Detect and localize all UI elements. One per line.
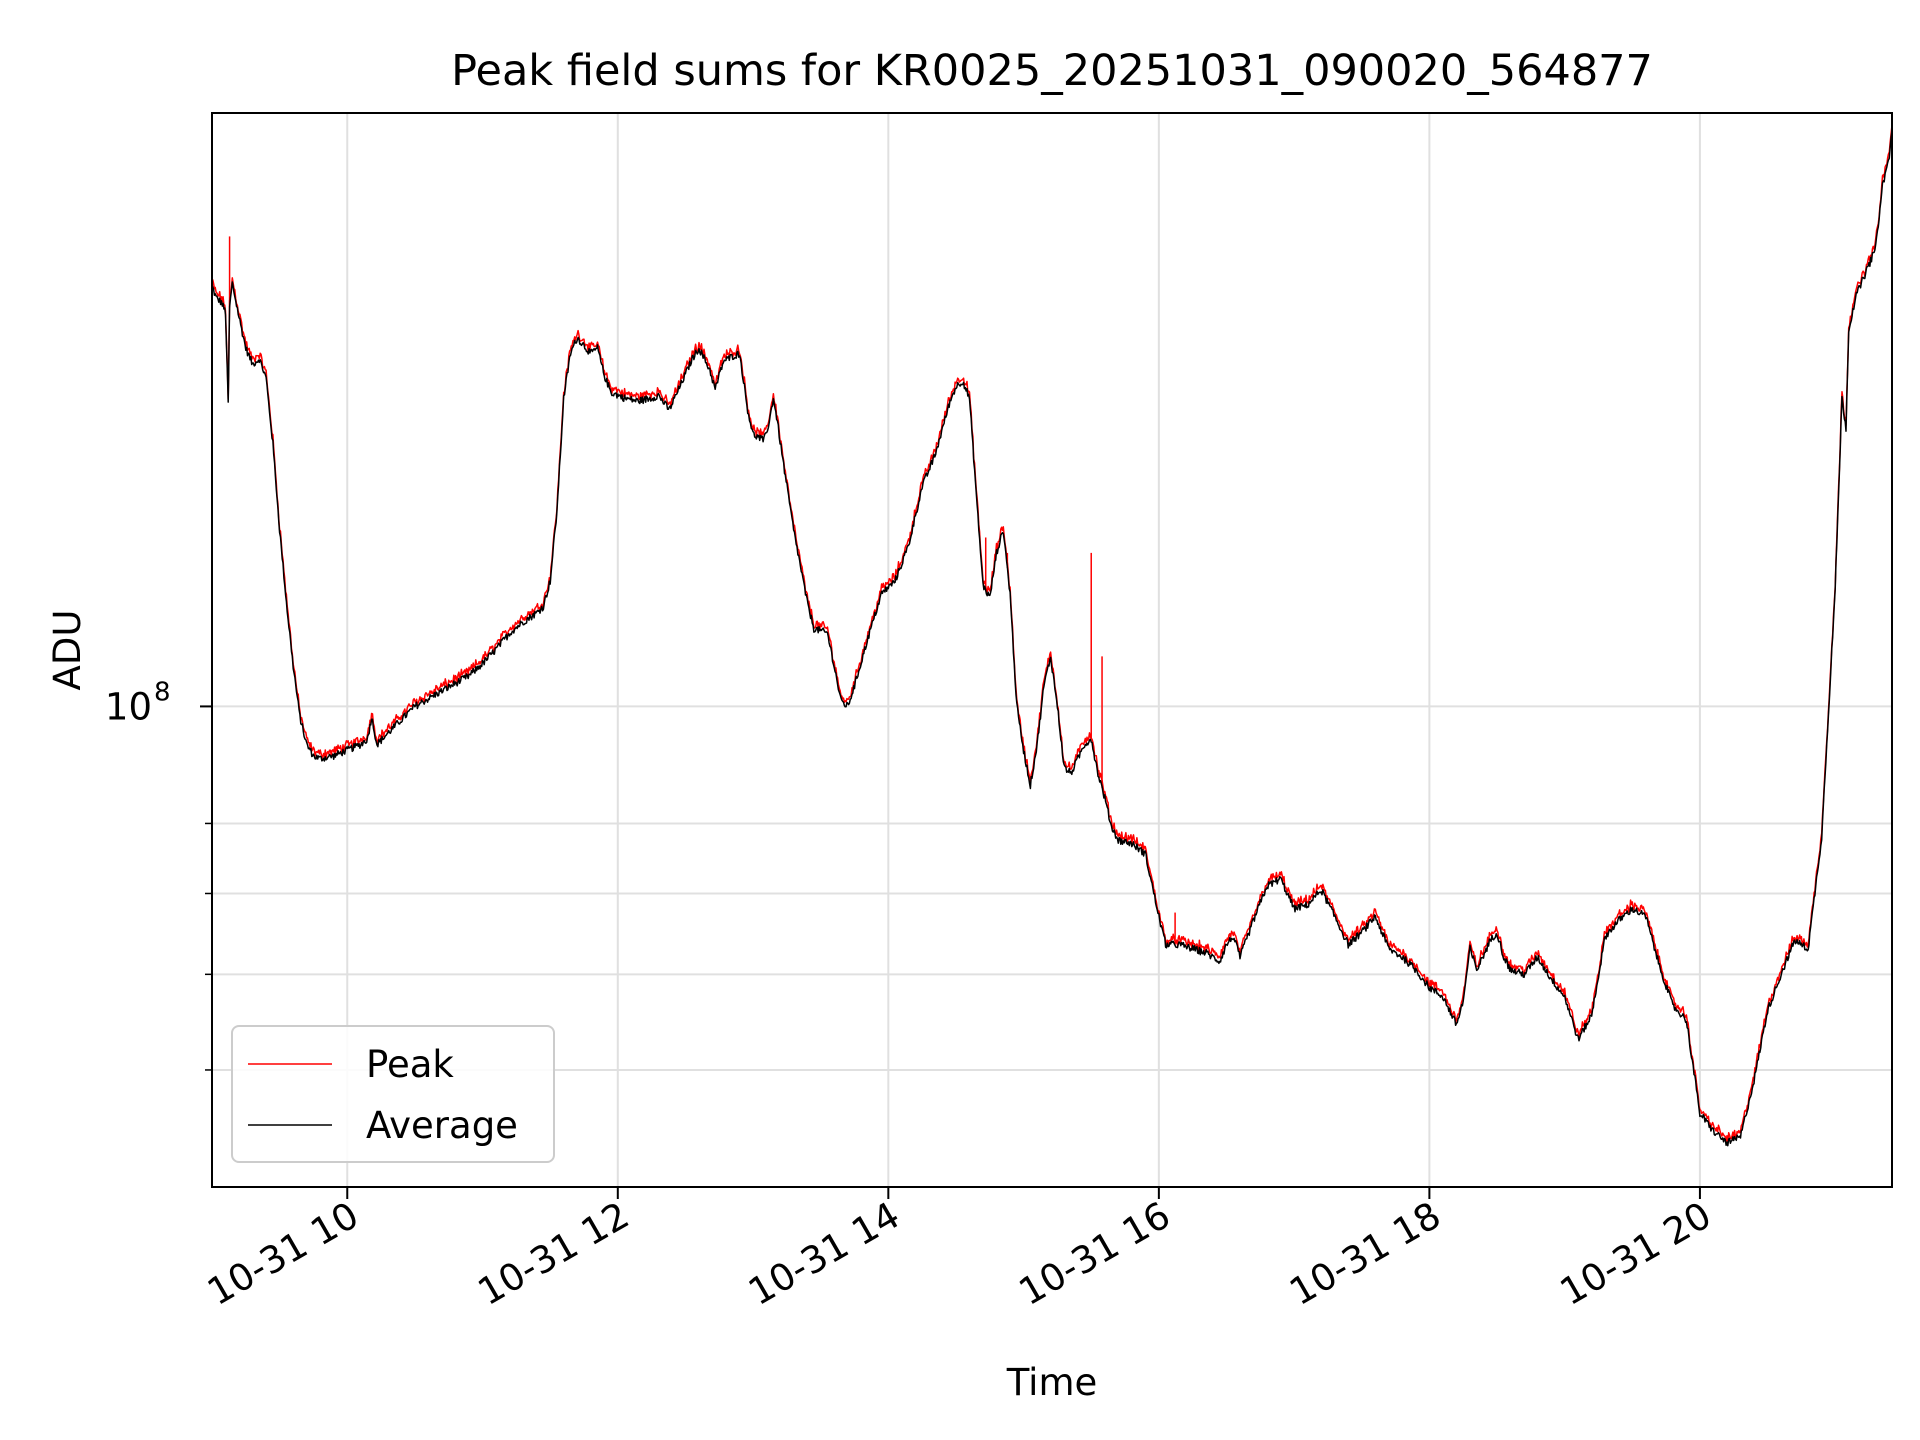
chart-title: Peak field sums for KR0025_20251031_0900…: [451, 46, 1653, 96]
peak-spikes: [228, 236, 1176, 945]
legend-average-label: Average: [366, 1104, 518, 1147]
legend: Peak Average: [231, 1025, 555, 1163]
plot-frame: [211, 112, 1893, 1188]
y-tick-label: 10: [105, 685, 152, 728]
y-axis-label: ADU: [46, 610, 89, 691]
average-series-line: [212, 130, 1892, 1147]
legend-peak-label: Peak: [366, 1043, 454, 1086]
legend-box: [231, 1025, 555, 1163]
grid-layer: [212, 113, 1892, 1187]
x-axis-label: Time: [1006, 1361, 1098, 1404]
y-tick-exponent: 8: [154, 677, 171, 707]
series-layer: [212, 124, 1892, 1147]
